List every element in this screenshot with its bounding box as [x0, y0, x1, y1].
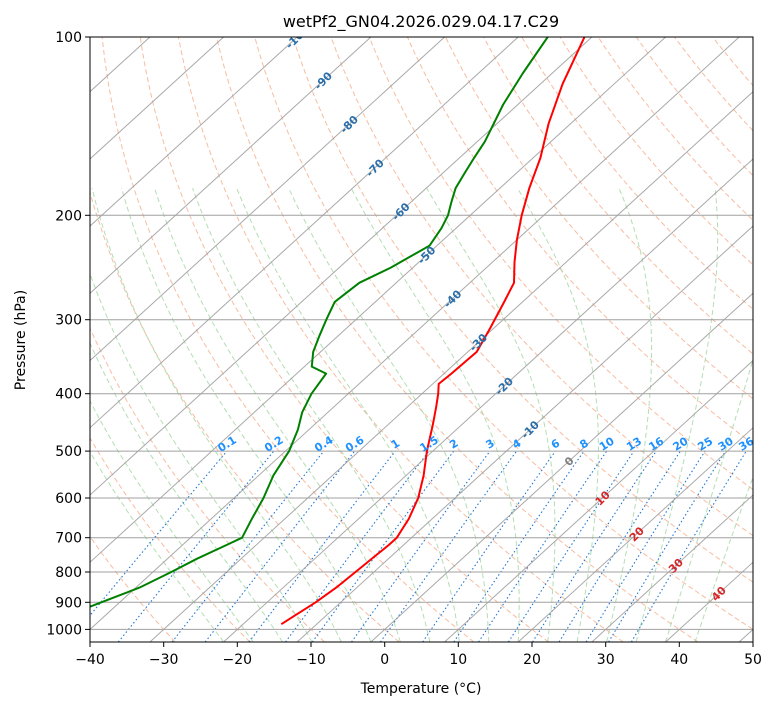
dry-adiabat-line [521, 37, 753, 310]
y-tick-label: 100 [55, 30, 82, 46]
isotherm-line [90, 37, 298, 227]
dry-adiabat-line [597, 37, 753, 221]
dewpoint-profile-line [90, 37, 549, 608]
dry-adiabat-line [101, 37, 475, 642]
isotherm-line [90, 37, 519, 429]
isotherm-line [149, 90, 753, 642]
mixing-ratio-line [351, 450, 491, 642]
moist-adiabat-line [90, 342, 283, 642]
isotherm-line [223, 158, 753, 642]
isotherm-line [591, 494, 753, 642]
isotherm-line [517, 427, 753, 642]
mixing-ratio-line [532, 450, 657, 642]
x-tick-label: 0 [380, 652, 389, 668]
x-tick-label: −30 [149, 652, 179, 668]
x-tick-label: 20 [523, 652, 541, 668]
isotherm-line [90, 37, 740, 631]
mixing-ratio-line [379, 450, 518, 642]
mixing-ratio-label: 36 [737, 434, 757, 453]
dry-adiabat-line [177, 37, 624, 642]
y-tick-label: 400 [55, 387, 82, 403]
mixing-ratio-line [171, 450, 325, 642]
plot-area: 0.1 0.2 0.4 0.6 1 1.5 2 3 4 6 8 10 13 16 20 25 30 36-100-… [90, 37, 757, 642]
mixing-ratio-line [608, 450, 727, 642]
isotherm-line [444, 359, 753, 642]
x-tick-label: 40 [670, 652, 688, 668]
x-tick-label: −10 [296, 652, 326, 668]
mixing-ratio-line [453, 450, 585, 642]
x-axis-ticks: −40 −30 −20 −10 0 10 20 30 40 50 [75, 642, 762, 668]
isotherms [90, 37, 753, 642]
isotherm-line [370, 292, 753, 642]
isotherm-line [90, 37, 666, 563]
y-tick-label: 800 [55, 565, 82, 581]
dry-adiabat-line [292, 37, 753, 583]
moist-adiabat-line [154, 188, 401, 642]
mixing-ratio-line [117, 450, 275, 642]
x-tick-label: −20 [223, 652, 253, 668]
mixing-ratio-line [585, 450, 706, 642]
moist-adiabat-line [350, 187, 520, 642]
y-tick-label: 500 [55, 444, 82, 460]
moist-adiabat-line [606, 188, 653, 642]
y-tick-label: 300 [55, 313, 82, 329]
dry-adiabat-line [368, 37, 753, 491]
pressure-gridlines [90, 37, 753, 630]
mixing-ratio-lines [90, 450, 747, 642]
isotherm-line [90, 37, 372, 295]
isotherm-line [90, 37, 224, 160]
x-tick-label: −40 [75, 652, 105, 668]
moist-adiabat-line [192, 188, 431, 642]
x-tick-label: 30 [597, 652, 615, 668]
x-tick-label: 10 [449, 652, 467, 668]
mixing-ratio-line [248, 450, 396, 642]
x-axis-label: Temperature (°C) [360, 681, 482, 697]
chart-title: wetPf2_GN04.2026.029.04.17.C29 [283, 12, 559, 32]
isotherm-line [90, 37, 445, 362]
y-tick-label: 900 [55, 595, 82, 611]
y-tick-label: 1000 [46, 622, 82, 638]
dry-adiabat-line [90, 190, 400, 642]
profile-series [90, 37, 586, 626]
plot-frame [89, 36, 754, 643]
isotherm-line [296, 225, 753, 642]
moist-adiabat-line [426, 187, 556, 642]
mixing-ratio-line [204, 450, 356, 642]
moist-adiabat-line [121, 188, 372, 642]
dry-adiabat-line [483, 37, 753, 355]
mixing-ratio-line [630, 450, 747, 642]
dry-adiabat-line [445, 37, 753, 400]
moist-adiabat-line [90, 450, 225, 642]
dry-adiabat-line [635, 37, 753, 177]
y-tick-label: 200 [55, 208, 82, 224]
y-tick-label: 700 [55, 531, 82, 547]
dry-adiabat-line [254, 37, 753, 631]
dry-adiabat-line [90, 327, 325, 642]
moist-adiabat-line [90, 399, 254, 642]
y-axis-ticks: 1000 900 800 700 600 500 400 300 200 100 [46, 30, 90, 638]
moist-adiabat-line [91, 188, 342, 642]
dry-adiabat-line [216, 37, 699, 642]
dry-adiabat-line [330, 37, 753, 537]
moist-adiabat-line [90, 272, 313, 642]
moist-adiabat-line [288, 187, 490, 642]
dry-adiabats [90, 37, 753, 642]
mixing-ratio-line [90, 450, 228, 617]
temperature-profile-line [280, 37, 586, 626]
isotherm-line [90, 37, 593, 496]
y-tick-label: 600 [55, 491, 82, 507]
x-tick-label: 50 [744, 652, 762, 668]
mixing-ratio-line [558, 450, 681, 642]
y-axis-label: Pressure (hPa) [13, 290, 29, 390]
moist-adiabat-line [665, 357, 753, 642]
dry-adiabat-line [90, 535, 176, 642]
